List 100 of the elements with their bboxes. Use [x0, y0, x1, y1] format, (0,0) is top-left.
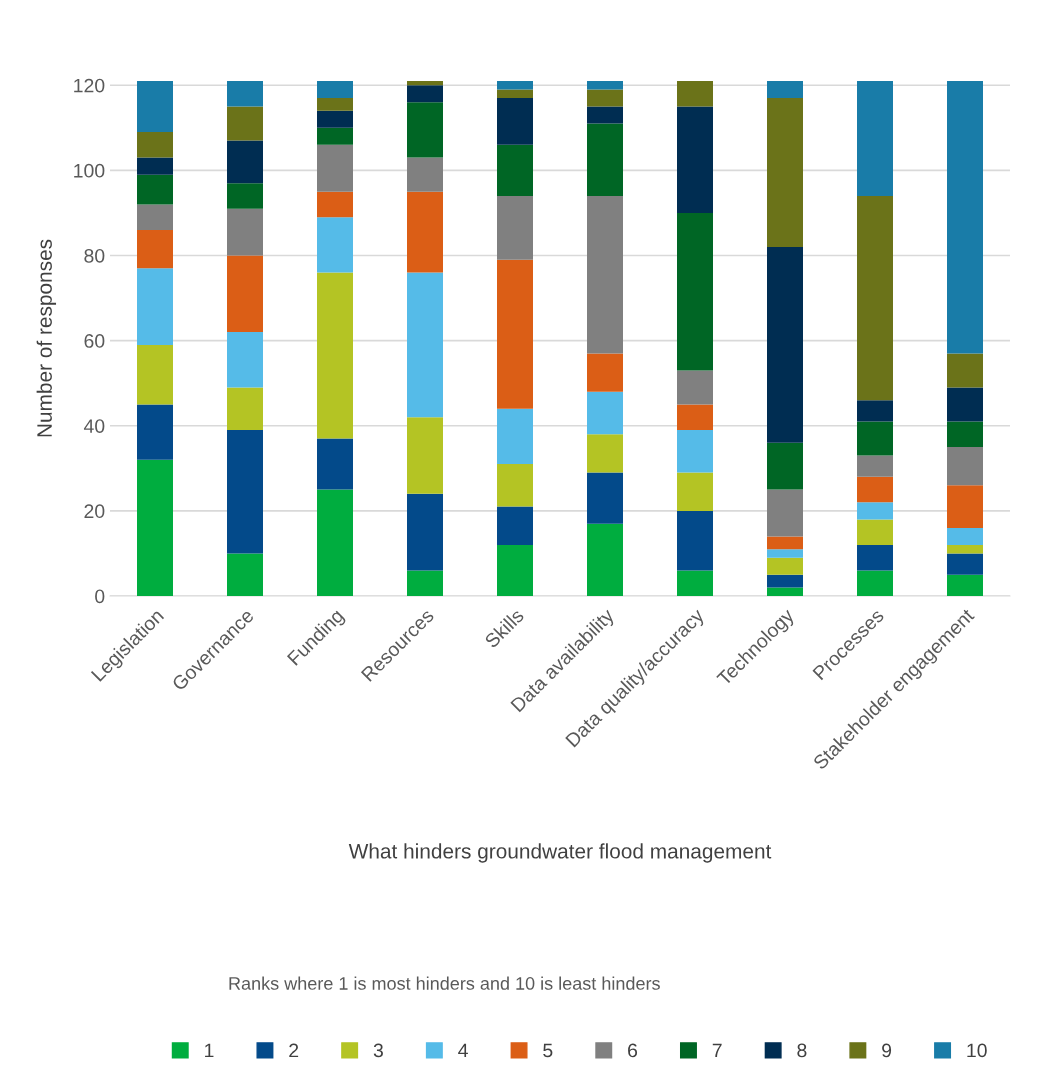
bar: [497, 464, 533, 507]
bar: [587, 472, 623, 524]
bar: [587, 434, 623, 473]
bar: [497, 89, 533, 99]
bar: [677, 404, 713, 431]
bar: [587, 81, 623, 90]
bar: [767, 246, 803, 443]
bar: [677, 430, 713, 473]
bar: [767, 442, 803, 490]
bar: [317, 438, 353, 490]
bar: [227, 430, 263, 554]
bar: [857, 421, 893, 456]
legend-label: 10: [967, 1043, 987, 1058]
y-tick-label: 0: [95, 589, 105, 604]
y-axis-title: Number of responses: [36, 239, 57, 437]
bar: [677, 510, 713, 571]
bar: [587, 523, 623, 596]
bar: [947, 485, 983, 528]
y-tick-label: 60: [84, 334, 105, 348]
bar: [407, 102, 443, 158]
bar: [677, 370, 713, 405]
bar: [857, 519, 893, 545]
y-tick-label: 100: [74, 163, 105, 178]
legend-label: 6: [628, 1043, 638, 1058]
legend-label: 8: [797, 1043, 807, 1058]
bar: [407, 85, 443, 103]
bar: [497, 81, 533, 90]
bar: [407, 493, 443, 571]
legend-label: 7: [712, 1043, 722, 1058]
bar: [227, 106, 263, 141]
bar: [497, 544, 533, 596]
bar: [137, 344, 173, 405]
bar: [677, 212, 713, 371]
bar: [407, 81, 443, 86]
bar: [227, 208, 263, 256]
legend-label: 5: [543, 1043, 553, 1058]
text: Ranks where 1 is most hinders and 10 is least hinders: [229, 976, 660, 990]
bar: [947, 527, 983, 545]
bar: [857, 400, 893, 422]
bar: [407, 157, 443, 192]
bar: [947, 447, 983, 486]
bar: [497, 506, 533, 545]
bar: [227, 332, 263, 388]
bar: [677, 570, 713, 596]
y-tick-label: 20: [84, 504, 105, 519]
bar: [947, 353, 983, 388]
bar: [947, 574, 983, 596]
bar: [407, 570, 443, 596]
bar: [317, 98, 353, 111]
bar: [227, 81, 263, 107]
y-tick-label: 120: [74, 78, 105, 93]
bar: [137, 404, 173, 460]
y-tick-label: 40: [83, 419, 105, 433]
y-tick-label: 80: [84, 248, 105, 263]
bar: [677, 106, 713, 213]
bar: [227, 140, 263, 184]
bar: [137, 459, 173, 596]
bar: [587, 353, 623, 392]
bar: [227, 387, 263, 431]
bar: [497, 408, 533, 465]
bar: [677, 81, 713, 107]
bar: [227, 553, 263, 596]
bar: [767, 587, 803, 596]
bar: [317, 144, 353, 192]
bar: [767, 549, 803, 558]
bar: [857, 455, 893, 477]
bar: [317, 272, 353, 439]
bar: [137, 132, 173, 158]
bar: [317, 191, 353, 218]
bar: [767, 557, 803, 575]
bar: [587, 123, 623, 196]
bar: [857, 195, 893, 401]
bar: [767, 98, 803, 247]
bar: [587, 195, 623, 354]
bar: [767, 489, 803, 537]
bar: [857, 544, 893, 571]
bar: [947, 387, 983, 422]
bar: [137, 204, 173, 230]
bar: [407, 272, 443, 418]
bar: [317, 489, 353, 596]
legend-label: 1: [205, 1043, 214, 1058]
bar: [857, 81, 893, 196]
bar: [137, 157, 173, 175]
bar: [767, 574, 803, 588]
bar: [587, 89, 623, 107]
bar: [497, 259, 533, 409]
bar: [587, 391, 623, 435]
bar: [497, 98, 533, 145]
legend-label: 2: [289, 1043, 299, 1058]
bar: [137, 174, 173, 205]
legend-label: 4: [458, 1043, 468, 1058]
bar: [857, 502, 893, 520]
bar: [497, 144, 533, 196]
bar: [317, 110, 353, 128]
bar: [407, 417, 443, 494]
legend-label: 3: [373, 1043, 383, 1058]
bar: [137, 229, 173, 269]
bar: [947, 553, 983, 575]
bar: [227, 183, 263, 209]
bar: [137, 268, 173, 345]
